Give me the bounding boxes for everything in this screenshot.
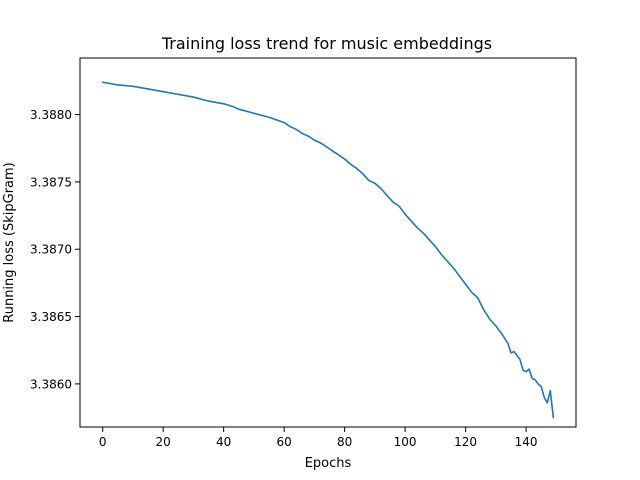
axes-frame xyxy=(79,57,577,428)
y-tick-label: 3.3880 xyxy=(30,108,72,122)
x-tick-label: 100 xyxy=(394,435,417,449)
chart-title: Training loss trend for music embeddings xyxy=(161,34,492,53)
loss-series-line xyxy=(101,81,555,419)
x-tick-label: 120 xyxy=(454,435,477,449)
y-tick-label: 3.3860 xyxy=(30,377,72,391)
x-axis: 0 20 40 60 80 100 120 140 xyxy=(99,427,538,449)
y-axis-label: Running loss (SkipGram) xyxy=(2,162,17,322)
x-tick-label: 40 xyxy=(216,435,231,449)
x-axis-label: Epochs xyxy=(305,456,352,471)
x-tick-label: 140 xyxy=(515,435,538,449)
y-tick-label: 3.3865 xyxy=(30,310,72,324)
x-tick-label: 20 xyxy=(156,435,171,449)
x-tick-label: 80 xyxy=(337,435,352,449)
x-tick-label: 60 xyxy=(277,435,292,449)
y-axis: 3.3860 3.3865 3.3870 3.3875 3.3880 xyxy=(30,108,80,391)
y-tick-label: 3.3870 xyxy=(30,243,72,257)
plot-area xyxy=(101,81,555,419)
x-tick-label: 0 xyxy=(99,435,107,449)
y-tick-label: 3.3875 xyxy=(30,175,72,189)
